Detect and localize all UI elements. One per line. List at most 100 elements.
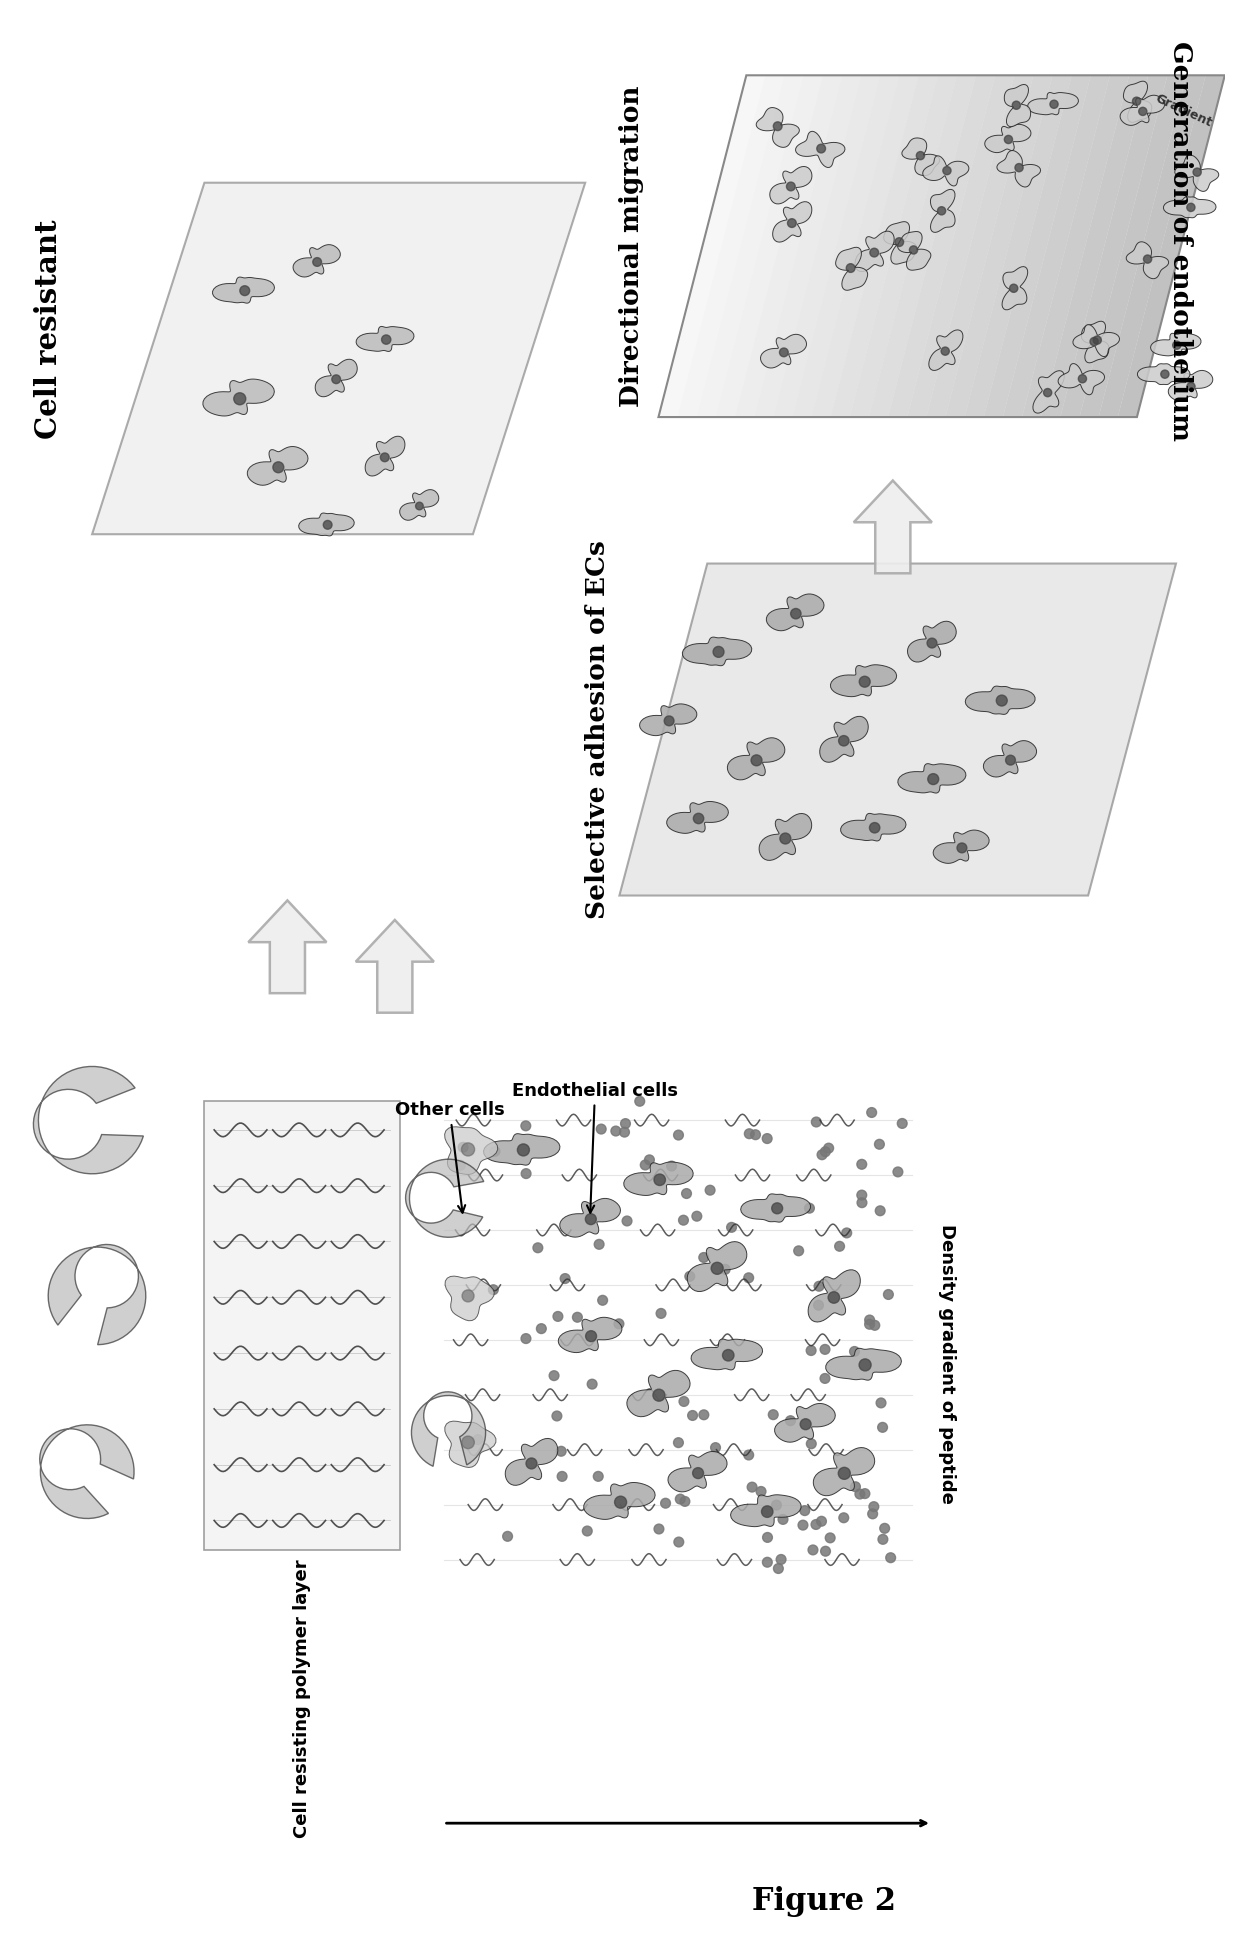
Circle shape xyxy=(645,1155,655,1165)
Text: Endothelial cells: Endothelial cells xyxy=(512,1081,678,1212)
Circle shape xyxy=(1193,168,1202,176)
Circle shape xyxy=(455,1161,465,1171)
Polygon shape xyxy=(740,1195,811,1222)
Circle shape xyxy=(381,454,389,461)
Polygon shape xyxy=(796,131,844,168)
Circle shape xyxy=(1050,100,1058,108)
Circle shape xyxy=(1079,375,1086,383)
Polygon shape xyxy=(760,334,806,368)
Circle shape xyxy=(928,774,939,784)
Circle shape xyxy=(673,1537,683,1546)
Text: Other cells: Other cells xyxy=(394,1101,505,1212)
Text: Figure 2: Figure 2 xyxy=(753,1887,897,1916)
Circle shape xyxy=(826,1533,835,1542)
Circle shape xyxy=(1012,102,1021,109)
Circle shape xyxy=(557,1472,567,1482)
Circle shape xyxy=(864,1320,874,1329)
Circle shape xyxy=(1090,338,1099,346)
Circle shape xyxy=(533,1243,543,1253)
FancyBboxPatch shape xyxy=(205,1101,399,1550)
Circle shape xyxy=(1009,283,1018,293)
Circle shape xyxy=(588,1378,596,1388)
Polygon shape xyxy=(1042,76,1148,416)
Polygon shape xyxy=(773,201,812,242)
Polygon shape xyxy=(926,76,1033,416)
Circle shape xyxy=(808,1544,818,1554)
Polygon shape xyxy=(730,1496,801,1527)
Polygon shape xyxy=(405,1159,484,1238)
Circle shape xyxy=(856,1490,864,1499)
Polygon shape xyxy=(1163,197,1216,217)
Polygon shape xyxy=(811,76,919,416)
Circle shape xyxy=(676,1494,686,1503)
Polygon shape xyxy=(484,1134,560,1165)
Circle shape xyxy=(838,735,849,747)
Polygon shape xyxy=(1126,242,1168,280)
Circle shape xyxy=(273,461,284,473)
Circle shape xyxy=(811,1116,821,1126)
Polygon shape xyxy=(831,76,937,416)
Circle shape xyxy=(885,1552,895,1562)
Circle shape xyxy=(706,1185,715,1195)
Circle shape xyxy=(909,246,918,254)
Circle shape xyxy=(806,1345,816,1355)
Circle shape xyxy=(382,334,391,344)
Circle shape xyxy=(859,676,870,686)
Polygon shape xyxy=(983,741,1037,776)
Circle shape xyxy=(1044,389,1052,397)
Circle shape xyxy=(779,1515,787,1525)
Polygon shape xyxy=(930,190,955,233)
Circle shape xyxy=(596,1124,606,1134)
Circle shape xyxy=(682,1189,692,1198)
Circle shape xyxy=(585,1214,596,1224)
Polygon shape xyxy=(1002,266,1028,309)
Polygon shape xyxy=(1137,364,1190,385)
Circle shape xyxy=(711,1443,720,1453)
Circle shape xyxy=(748,1482,756,1492)
Circle shape xyxy=(614,1320,624,1329)
Circle shape xyxy=(842,1228,852,1238)
Polygon shape xyxy=(365,436,405,475)
Circle shape xyxy=(635,1097,645,1107)
Circle shape xyxy=(1006,755,1016,764)
Circle shape xyxy=(817,145,826,152)
Circle shape xyxy=(870,248,879,256)
Circle shape xyxy=(1138,108,1147,115)
Circle shape xyxy=(864,1316,874,1325)
Circle shape xyxy=(937,207,946,215)
Circle shape xyxy=(1187,203,1195,211)
Polygon shape xyxy=(1120,96,1164,125)
Circle shape xyxy=(869,823,880,833)
Polygon shape xyxy=(247,446,308,485)
Circle shape xyxy=(835,1241,844,1251)
Circle shape xyxy=(620,1118,630,1128)
Polygon shape xyxy=(1003,76,1110,416)
Polygon shape xyxy=(1151,332,1202,356)
Circle shape xyxy=(461,1437,475,1449)
Polygon shape xyxy=(908,622,956,663)
Polygon shape xyxy=(770,166,812,203)
Circle shape xyxy=(463,1290,474,1302)
Circle shape xyxy=(763,1533,773,1542)
Polygon shape xyxy=(898,231,931,270)
Circle shape xyxy=(553,1312,563,1322)
Polygon shape xyxy=(849,76,957,416)
Circle shape xyxy=(877,1398,885,1408)
Circle shape xyxy=(942,166,951,174)
Polygon shape xyxy=(759,813,812,860)
Circle shape xyxy=(312,258,321,266)
Circle shape xyxy=(653,1525,663,1535)
Polygon shape xyxy=(908,76,1014,416)
Circle shape xyxy=(763,1558,773,1568)
Text: Cell resisting polymer layer: Cell resisting polymer layer xyxy=(293,1560,311,1838)
Circle shape xyxy=(763,1505,773,1515)
Polygon shape xyxy=(445,1421,496,1468)
Circle shape xyxy=(665,716,675,725)
Circle shape xyxy=(941,348,950,356)
Circle shape xyxy=(712,1263,723,1275)
Polygon shape xyxy=(620,563,1176,895)
Polygon shape xyxy=(559,1198,620,1238)
Circle shape xyxy=(594,1239,604,1249)
Polygon shape xyxy=(33,1067,144,1173)
Circle shape xyxy=(800,1419,811,1429)
